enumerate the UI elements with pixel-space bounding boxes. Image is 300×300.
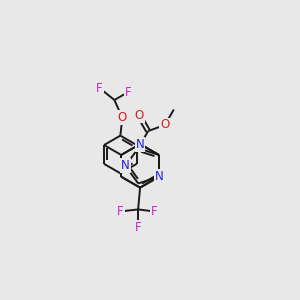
Text: F: F bbox=[125, 85, 132, 98]
Text: F: F bbox=[135, 221, 141, 234]
Text: O: O bbox=[118, 111, 127, 124]
Text: O: O bbox=[160, 118, 170, 131]
Text: F: F bbox=[96, 82, 103, 94]
Text: O: O bbox=[135, 109, 144, 122]
Text: F: F bbox=[117, 205, 124, 218]
Text: N: N bbox=[154, 170, 163, 183]
Text: N: N bbox=[136, 138, 145, 151]
Text: N: N bbox=[121, 159, 130, 172]
Text: F: F bbox=[151, 205, 157, 218]
